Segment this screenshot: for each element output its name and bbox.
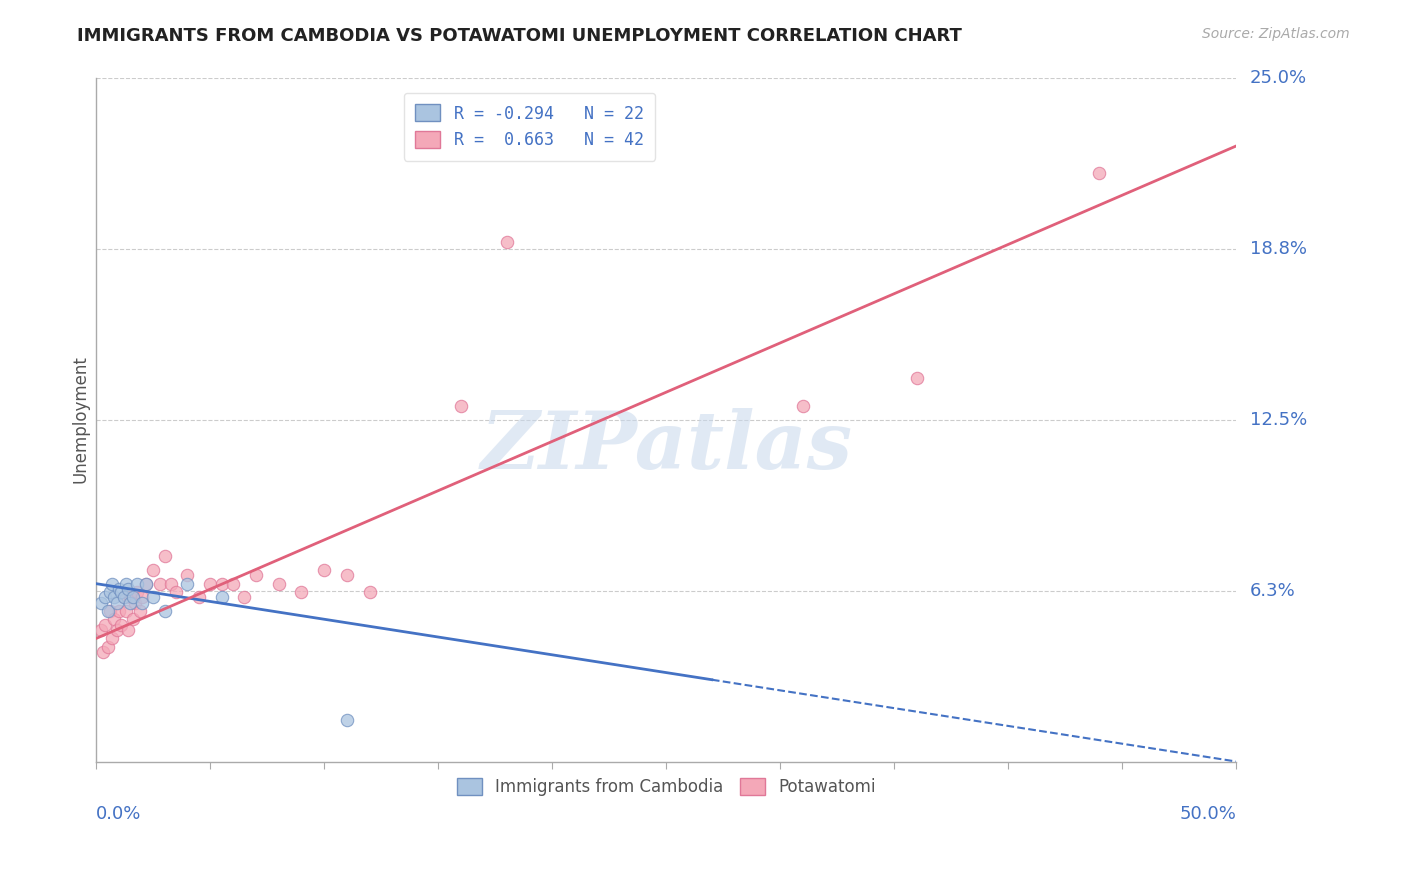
Point bbox=[211, 576, 233, 591]
Point bbox=[314, 563, 336, 577]
Point bbox=[1088, 166, 1111, 180]
Text: 6.3%: 6.3% bbox=[1250, 582, 1296, 599]
Point bbox=[153, 604, 176, 618]
Point bbox=[105, 596, 128, 610]
Point bbox=[110, 585, 132, 599]
Point bbox=[142, 591, 165, 605]
Point bbox=[91, 645, 114, 659]
Point bbox=[127, 576, 149, 591]
Point bbox=[495, 235, 517, 249]
Point bbox=[94, 617, 117, 632]
Point bbox=[121, 612, 143, 626]
Point bbox=[131, 596, 153, 610]
Text: 0.0%: 0.0% bbox=[96, 805, 142, 823]
Point bbox=[128, 604, 150, 618]
Text: IMMIGRANTS FROM CAMBODIA VS POTAWATOMI UNEMPLOYMENT CORRELATION CHART: IMMIGRANTS FROM CAMBODIA VS POTAWATOMI U… bbox=[77, 27, 962, 45]
Legend: Immigrants from Cambodia, Potawatomi: Immigrants from Cambodia, Potawatomi bbox=[446, 766, 887, 808]
Point bbox=[336, 714, 359, 728]
Point bbox=[187, 591, 209, 605]
Point bbox=[97, 640, 120, 654]
Point bbox=[233, 591, 256, 605]
Point bbox=[117, 623, 139, 637]
Point bbox=[450, 399, 472, 413]
Point bbox=[98, 585, 121, 599]
Point bbox=[211, 591, 233, 605]
Point bbox=[97, 604, 120, 618]
Point bbox=[117, 582, 139, 596]
Point bbox=[105, 623, 128, 637]
Text: Source: ZipAtlas.com: Source: ZipAtlas.com bbox=[1202, 27, 1350, 41]
Point bbox=[135, 576, 157, 591]
Text: 25.0%: 25.0% bbox=[1250, 69, 1308, 87]
Point bbox=[98, 604, 121, 618]
Point bbox=[108, 582, 131, 596]
Point bbox=[103, 612, 125, 626]
Point bbox=[121, 591, 143, 605]
Point bbox=[165, 585, 187, 599]
Point bbox=[160, 576, 183, 591]
Point bbox=[90, 596, 112, 610]
Point bbox=[94, 591, 117, 605]
Point bbox=[124, 596, 146, 610]
Point bbox=[792, 399, 814, 413]
Point bbox=[200, 576, 222, 591]
Point bbox=[290, 585, 312, 599]
Point bbox=[135, 576, 157, 591]
Point bbox=[336, 568, 359, 582]
Point bbox=[142, 563, 165, 577]
Point bbox=[110, 617, 132, 632]
Point bbox=[114, 604, 136, 618]
Point bbox=[120, 591, 142, 605]
Point bbox=[127, 585, 149, 599]
Point bbox=[153, 549, 176, 564]
Point bbox=[90, 623, 112, 637]
Point bbox=[245, 568, 267, 582]
Text: 18.8%: 18.8% bbox=[1250, 240, 1308, 258]
Text: 50.0%: 50.0% bbox=[1180, 805, 1236, 823]
Point bbox=[114, 576, 136, 591]
Point bbox=[131, 591, 153, 605]
Point bbox=[120, 596, 142, 610]
Point bbox=[222, 576, 245, 591]
Point bbox=[905, 371, 928, 385]
Point bbox=[176, 576, 198, 591]
Point bbox=[108, 604, 131, 618]
Text: 12.5%: 12.5% bbox=[1250, 410, 1308, 428]
Point bbox=[101, 632, 124, 646]
Point bbox=[112, 591, 135, 605]
Point bbox=[359, 585, 381, 599]
Point bbox=[103, 591, 125, 605]
Point bbox=[149, 576, 172, 591]
Y-axis label: Unemployment: Unemployment bbox=[72, 356, 89, 483]
Point bbox=[112, 591, 135, 605]
Point bbox=[267, 576, 290, 591]
Point bbox=[176, 568, 198, 582]
Point bbox=[101, 576, 124, 591]
Text: ZIPatlas: ZIPatlas bbox=[481, 409, 852, 485]
